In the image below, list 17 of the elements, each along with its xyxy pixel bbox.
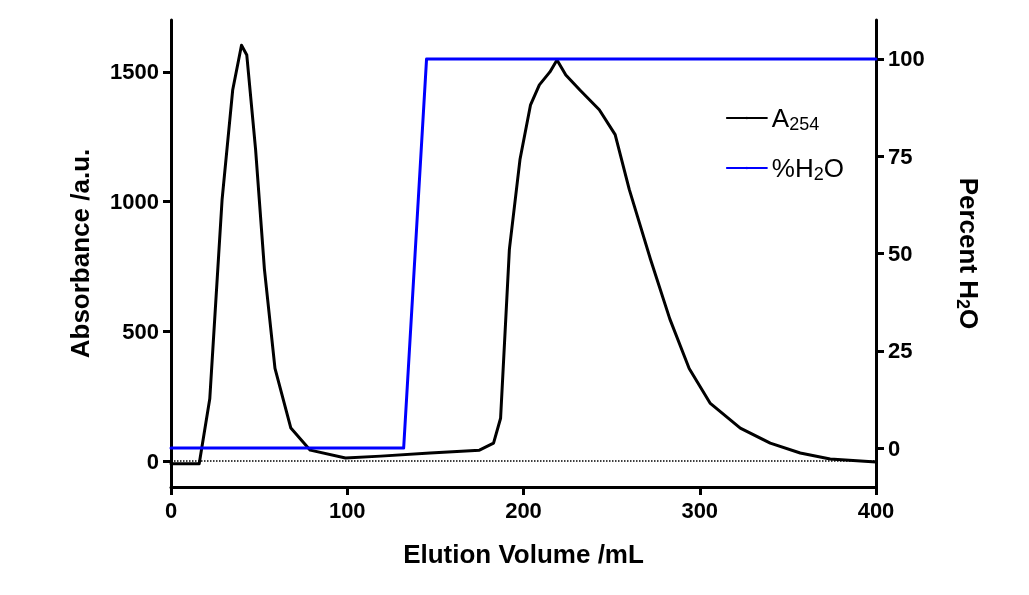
x-tick-label: 0	[164, 497, 178, 523]
y2-tick-label: 75	[888, 143, 913, 169]
y-tick-label: 1000	[110, 189, 159, 215]
y2-tick-label: 25	[888, 338, 913, 364]
y2-axis-title: Percent H2O	[953, 177, 984, 330]
y-axis-title: Absorbance /a.u.	[65, 148, 95, 359]
x-tick-label: 100	[328, 497, 366, 523]
x-tick-label: 200	[505, 497, 542, 523]
y2-tick-label: 0	[888, 435, 901, 461]
x-tick-label: 400	[857, 497, 895, 523]
y-tick-label: 0	[146, 448, 159, 474]
y2-tick-label: 50	[888, 241, 913, 266]
y-tick-label: 1500	[110, 59, 159, 85]
y2-tick-label: 100	[888, 46, 925, 72]
y-tick-label: 500	[122, 318, 159, 344]
x-axis-title: Elution Volume /mL	[403, 539, 644, 569]
x-tick-label: 300	[681, 497, 719, 523]
